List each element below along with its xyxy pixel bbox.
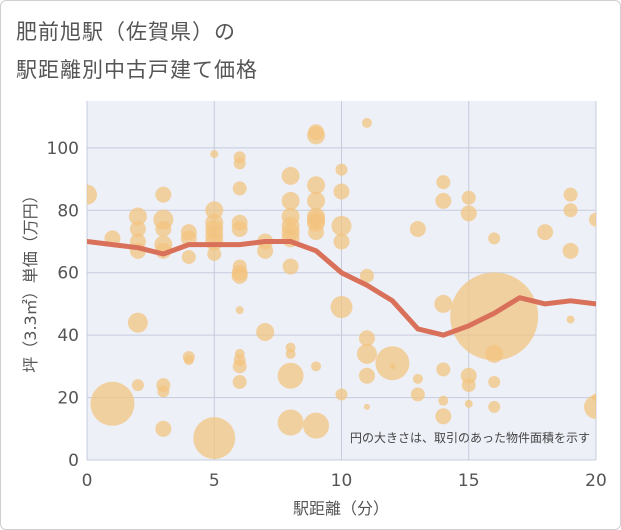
trend-line: [87, 239, 596, 338]
bubble: [461, 190, 476, 205]
bubble: [155, 420, 172, 437]
bubble: [235, 306, 244, 315]
bubble: [231, 267, 248, 284]
bubbles: [87, 117, 596, 460]
bubble: [359, 268, 374, 283]
bubble: [232, 374, 247, 389]
bubble: [232, 359, 247, 374]
bubble: [330, 296, 353, 319]
bubble: [436, 362, 451, 377]
x-ticks: 0 5 10 15 20: [82, 471, 607, 491]
bubble: [303, 412, 330, 439]
bubble: [231, 220, 248, 237]
chart-title-line2: 駅距離別中古戸建て価格: [16, 58, 258, 82]
bubble: [193, 417, 236, 460]
bubble: [434, 294, 453, 313]
bubble: [435, 192, 452, 209]
bubble: [363, 403, 370, 410]
x-tick-label: 10: [331, 471, 353, 491]
bubble: [589, 212, 596, 227]
bubble: [389, 363, 396, 370]
bubble: [335, 163, 348, 176]
bubble: [281, 191, 300, 210]
bubble: [409, 220, 426, 237]
bubble: [331, 215, 352, 236]
bubble: [233, 157, 246, 170]
bubble: [207, 246, 222, 261]
bubble: [311, 361, 322, 372]
bubble: [181, 250, 196, 265]
chart-title-line1: 肥前旭駅（佐賀県）の: [16, 20, 236, 44]
bubble: [257, 242, 274, 259]
y-tick-label: 0: [68, 451, 79, 471]
bubble: [277, 362, 304, 389]
bubble: [412, 373, 423, 384]
bubble: [464, 399, 473, 408]
bubble: [356, 343, 377, 364]
bubble: [205, 201, 224, 220]
bubble: [438, 395, 449, 406]
y-axis-label: 坪（3.3㎡）単価（万円）: [21, 187, 40, 372]
bubble: [90, 381, 135, 426]
bubble: [157, 385, 170, 398]
bubble: [155, 220, 172, 237]
bubble: [435, 408, 452, 425]
x-tick-label: 0: [82, 471, 93, 491]
bubble: [335, 388, 348, 401]
x-tick-label: 5: [209, 471, 220, 491]
bubble: [128, 207, 147, 226]
bubble: [488, 375, 501, 388]
bubble: [183, 355, 194, 366]
bubble: [129, 220, 146, 237]
bubble: [410, 387, 425, 402]
bubble: [127, 312, 148, 333]
bubble: [361, 117, 372, 128]
y-tick-label: 20: [57, 389, 79, 409]
bubble: [285, 348, 296, 359]
bubble: [563, 203, 578, 218]
bubble: [460, 205, 477, 222]
bubble: [282, 258, 299, 275]
bubble: [210, 150, 219, 159]
bubble: [461, 378, 476, 393]
bubble: [562, 242, 579, 259]
x-axis-label: 駅距離（分）: [293, 499, 389, 518]
bubble: [537, 224, 554, 241]
y-tick-label: 40: [57, 326, 79, 346]
bubble: [375, 346, 410, 381]
bubble: [87, 184, 97, 205]
bubble: [333, 233, 350, 250]
y-tick-label: 80: [57, 201, 79, 221]
x-tick-label: 15: [458, 471, 480, 491]
bubble: [277, 409, 304, 436]
bubble: [155, 186, 172, 203]
y-tick-label: 100: [47, 139, 79, 159]
bubble: [450, 272, 539, 361]
size-note: 円の大きさは、取引のあった物件面積を示す: [350, 430, 590, 445]
y-tick-label: 60: [57, 264, 79, 284]
bubble: [584, 394, 596, 419]
bubble: [488, 400, 501, 413]
bubble: [358, 367, 375, 384]
bubble: [281, 166, 300, 185]
bubble: [307, 191, 326, 210]
y-ticks: 0 20 40 60 80 100: [47, 139, 79, 471]
bubble: [232, 181, 247, 196]
bubble: [485, 344, 504, 363]
x-tick-label: 20: [585, 471, 607, 491]
bubble: [488, 232, 501, 245]
bubble: [436, 175, 451, 190]
bubble: [307, 126, 326, 145]
bubble: [308, 224, 325, 241]
bubble: [566, 315, 575, 324]
bubble: [563, 187, 578, 202]
bubble: [131, 379, 144, 392]
bubble: [307, 176, 326, 195]
bubble: [358, 330, 375, 347]
bubble: [333, 183, 350, 200]
bubble: [256, 323, 275, 342]
